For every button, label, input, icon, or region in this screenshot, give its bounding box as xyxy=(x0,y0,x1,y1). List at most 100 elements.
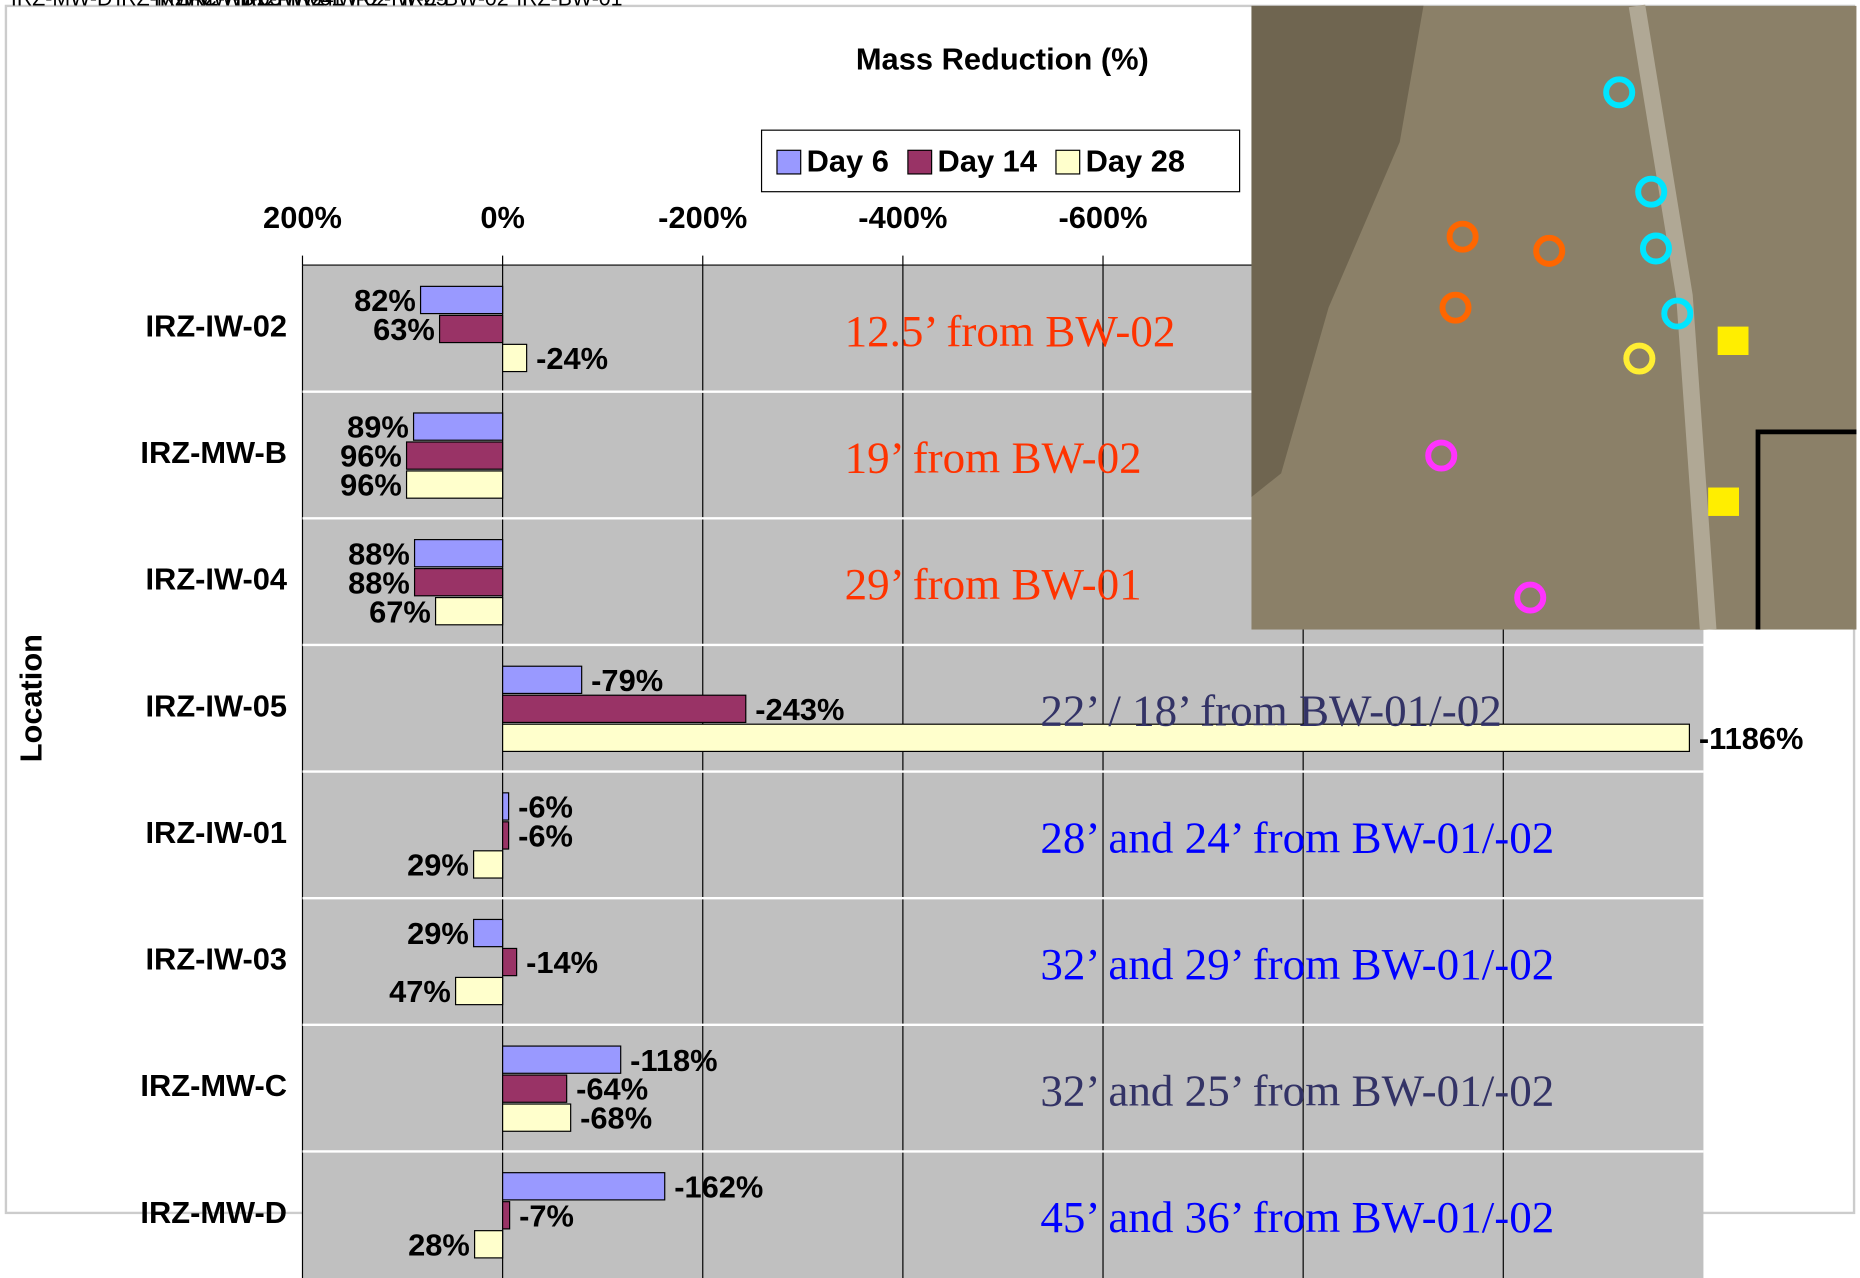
map-label: IRZ-BW-02 xyxy=(402,0,508,11)
bar xyxy=(405,441,504,470)
bar xyxy=(434,596,504,626)
data-label: -79% xyxy=(591,663,663,698)
annotation: 32’ and 29’ from BW-01/-02 xyxy=(1040,939,1554,989)
bar xyxy=(473,918,504,948)
y-tick-label: IRZ-MW-B xyxy=(140,435,287,470)
map-marker xyxy=(1708,487,1740,516)
bar xyxy=(502,1045,622,1074)
data-label: -1186% xyxy=(1699,721,1804,756)
bar xyxy=(419,285,504,315)
y-tick-label: IRZ-IW-02 xyxy=(146,309,288,344)
bar xyxy=(502,947,518,977)
bar xyxy=(413,568,504,597)
annotation: 22’ / 18’ from BW-01/-02 xyxy=(1040,686,1501,736)
legend-swatch xyxy=(1055,149,1081,175)
legend-label: Day 28 xyxy=(1086,143,1185,178)
bar xyxy=(502,694,747,724)
bar xyxy=(405,470,504,499)
data-label: -14% xyxy=(526,945,598,980)
map-label: IRZ-MW-D xyxy=(11,0,113,11)
map-building xyxy=(1755,429,1857,630)
bar xyxy=(502,665,583,695)
map-terrain xyxy=(1251,5,1424,498)
annotation: 19’ from BW-02 xyxy=(845,432,1142,482)
data-label: -6% xyxy=(518,790,573,825)
annotation: 29’ from BW-01 xyxy=(845,559,1142,609)
data-label: 88% xyxy=(348,565,410,600)
map-well xyxy=(1623,342,1656,375)
x-tick-label: -200% xyxy=(658,200,747,235)
map-well xyxy=(1439,291,1472,324)
y-tick-label: IRZ-IW-01 xyxy=(146,815,288,850)
data-label: 96% xyxy=(340,439,402,474)
data-label: 88% xyxy=(348,536,410,571)
legend-box xyxy=(760,129,1241,193)
chart-title: Mass Reduction (%) xyxy=(856,42,1149,77)
bar xyxy=(502,1074,568,1103)
annotation: 12.5’ from BW-02 xyxy=(845,306,1176,356)
map-label: IRZ-MW-C xyxy=(115,0,217,11)
x-tick-label: -400% xyxy=(858,200,947,235)
bar xyxy=(502,723,1691,753)
annotation: 32’ and 25’ from BW-01/-02 xyxy=(1040,1066,1554,1116)
map-label: IRZ-IW-03 xyxy=(183,0,281,11)
bar xyxy=(502,1103,572,1132)
map-well xyxy=(1446,220,1479,253)
data-label: -68% xyxy=(580,1101,652,1136)
x-tick-label: -600% xyxy=(1058,200,1147,235)
data-label: 29% xyxy=(407,916,469,951)
data-label: 82% xyxy=(354,283,416,318)
map-well xyxy=(1603,76,1636,109)
bar xyxy=(502,821,510,850)
map-label: IRZ-MW-B xyxy=(154,0,254,11)
bar xyxy=(412,412,504,441)
data-label: -118% xyxy=(630,1043,717,1078)
bar xyxy=(502,1201,511,1230)
y-tick-label: IRZ-IW-05 xyxy=(146,688,288,723)
data-label: 29% xyxy=(407,848,469,883)
legend-label: Day 6 xyxy=(807,143,889,178)
data-label: -7% xyxy=(519,1198,574,1233)
data-label: -162% xyxy=(674,1169,763,1204)
data-label: 89% xyxy=(347,410,409,445)
bar xyxy=(502,792,510,821)
bar xyxy=(474,1230,504,1259)
data-label: 47% xyxy=(389,974,451,1009)
map-well xyxy=(1514,581,1547,614)
data-label: 67% xyxy=(369,594,431,629)
map-road xyxy=(1628,4,1717,631)
map-well xyxy=(1533,234,1566,267)
map-inset: IRZ-MW-DIRZ-MW-CIRZ-MW-BIRZ-IW-03IRZ-IW-… xyxy=(11,0,1857,631)
legend: Day 6 Day 14 Day 28 xyxy=(760,129,1241,193)
bar xyxy=(502,1172,666,1201)
y-tick-label: IRZ-MW-D xyxy=(140,1195,287,1230)
data-label: -24% xyxy=(536,341,608,376)
bar xyxy=(473,850,504,879)
bar xyxy=(438,314,504,344)
y-tick-label: IRZ-MW-C xyxy=(140,1068,287,1103)
data-label: -64% xyxy=(576,1072,648,1107)
data-label: 96% xyxy=(340,468,402,503)
legend-swatch xyxy=(907,149,933,175)
legend-swatch xyxy=(776,149,802,175)
map-label: IRZ-IW-01 xyxy=(245,0,343,11)
map-marker xyxy=(1717,326,1749,355)
map-label: IRZ-IW-04 xyxy=(236,0,334,11)
y-axis-label: Location xyxy=(13,634,48,762)
y-tick-label: IRZ-IW-04 xyxy=(146,562,288,597)
data-label: 63% xyxy=(373,312,435,347)
map-label: IRZ-BW-01 xyxy=(516,0,622,11)
bar xyxy=(413,539,504,568)
y-tick-label: IRZ-IW-03 xyxy=(146,942,288,977)
annotation: 28’ and 24’ from BW-01/-02 xyxy=(1040,812,1554,862)
map-well xyxy=(1425,439,1458,472)
map-label: IRZ-IW-05 xyxy=(350,0,448,11)
map-well xyxy=(1661,297,1694,330)
x-tick-label: 0% xyxy=(480,200,525,235)
map-well xyxy=(1639,232,1672,265)
data-label: -6% xyxy=(518,819,573,854)
x-tick-label: 200% xyxy=(263,200,342,235)
bar xyxy=(502,343,528,373)
